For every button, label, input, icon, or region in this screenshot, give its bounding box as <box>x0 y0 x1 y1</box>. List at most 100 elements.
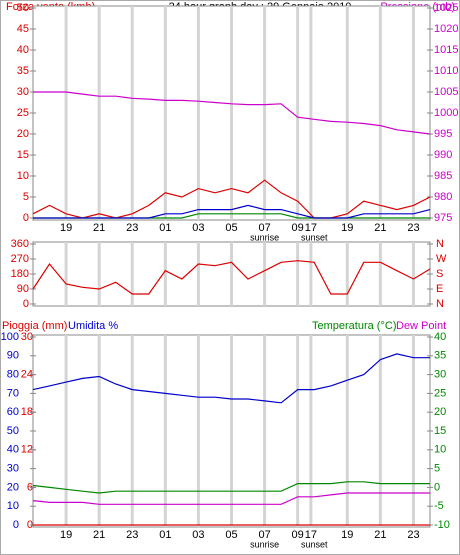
y-tick-label: 25 <box>434 387 446 399</box>
y-tick-label: 0 <box>27 519 33 531</box>
x-tick-label: 21 <box>374 529 386 541</box>
y-tick-label: 12 <box>21 444 33 456</box>
y-tick-label: N <box>436 298 444 310</box>
series-line <box>32 260 431 295</box>
y-tick-label: 20 <box>434 406 446 418</box>
y-tick-label: -5 <box>434 500 444 512</box>
y-tick-label: 10 <box>17 170 29 182</box>
x-tick-label: 01 <box>159 222 171 234</box>
y-tick-label: 24 <box>21 369 33 381</box>
y-tick-label: 1025 <box>434 2 458 14</box>
x-tick-label: 23 <box>407 222 419 234</box>
y-tick-label: 18 <box>21 406 33 418</box>
y-tick-label: 40 <box>17 44 29 56</box>
y-tick-label: 70 <box>7 387 19 399</box>
y-tick-label: 360 <box>11 238 29 250</box>
y-tick-label: 0 <box>434 481 440 493</box>
x-tick-label: 21 <box>93 529 105 541</box>
annotation: sunset <box>301 539 328 549</box>
y-tick-label: 1010 <box>434 65 458 77</box>
y-tick-label: 975 <box>434 212 452 224</box>
y-tick-label: 35 <box>434 350 446 362</box>
humidity-axis-label: Umidita % <box>68 320 118 332</box>
y-tick-label: 1020 <box>434 23 458 35</box>
y-tick-label: 50 <box>7 425 19 437</box>
y-tick-label: 30 <box>434 369 446 381</box>
y-tick-label: 1015 <box>434 44 458 56</box>
y-tick-label: 270 <box>11 253 29 265</box>
y-tick-label: 15 <box>434 425 446 437</box>
series-line <box>32 481 430 494</box>
y-tick-label: 90 <box>7 350 19 362</box>
x-tick-label: 07 <box>258 222 270 234</box>
y-tick-label: -10 <box>434 519 450 531</box>
rain-axis-label: Pioggia (mm) <box>2 320 67 332</box>
y-tick-label: 80 <box>7 369 19 381</box>
temperature-axis-label: Temperatura (°C) <box>312 320 396 332</box>
y-tick-label: E <box>436 283 443 295</box>
y-tick-label: 40 <box>7 444 19 456</box>
y-tick-label: 180 <box>11 268 29 280</box>
x-tick-label: 23 <box>126 222 138 234</box>
series-line <box>32 353 430 404</box>
x-tick-label: 01 <box>159 529 171 541</box>
y-tick-label: 90 <box>17 283 29 295</box>
y-tick-label: W <box>436 253 447 265</box>
x-tick-label: 23 <box>126 529 138 541</box>
y-tick-label: 15 <box>17 149 29 161</box>
x-tick-label: 09 <box>292 222 304 234</box>
series-line <box>33 91 431 135</box>
y-tick-label: N <box>436 238 444 250</box>
annotation: sunrise <box>250 539 279 549</box>
y-tick-label: 30 <box>17 86 29 98</box>
y-tick-label: 30 <box>21 331 33 343</box>
y-tick-label: 50 <box>17 2 29 14</box>
y-tick-label: 980 <box>434 191 452 203</box>
x-tick-label: 19 <box>341 222 353 234</box>
x-tick-label: 19 <box>60 222 72 234</box>
y-tick-label: 45 <box>17 23 29 35</box>
y-tick-label: 5 <box>434 463 440 475</box>
x-tick-label: 03 <box>192 222 204 234</box>
x-tick-label: 03 <box>192 529 204 541</box>
y-tick-label: 995 <box>434 128 452 140</box>
y-tick-label: 30 <box>7 463 19 475</box>
y-tick-label: 25 <box>17 107 29 119</box>
y-tick-label: 60 <box>7 406 19 418</box>
x-tick-label: 21 <box>93 222 105 234</box>
y-tick-label: 5 <box>23 191 29 203</box>
y-tick-label: 100 <box>1 331 19 343</box>
y-tick-label: 20 <box>17 128 29 140</box>
x-tick-label: 17 <box>305 222 317 234</box>
y-tick-label: 985 <box>434 170 452 182</box>
y-tick-label: 0 <box>23 298 29 310</box>
y-tick-label: 10 <box>434 444 446 456</box>
y-tick-label: 10 <box>7 500 19 512</box>
y-tick-label: 40 <box>434 331 446 343</box>
dewpoint-axis-label: Dew Point <box>396 320 446 332</box>
y-tick-label: 0 <box>23 212 29 224</box>
x-tick-label: 09 <box>292 529 304 541</box>
x-tick-label: 05 <box>225 529 237 541</box>
y-tick-label: S <box>436 268 443 280</box>
x-tick-label: 23 <box>407 529 419 541</box>
y-tick-label: 20 <box>7 481 19 493</box>
y-tick-label: 6 <box>27 481 33 493</box>
x-tick-label: 05 <box>225 222 237 234</box>
annotation: sunrise <box>250 232 279 242</box>
x-tick-label: 17 <box>305 529 317 541</box>
y-tick-label: 990 <box>434 149 452 161</box>
annotation: sunset <box>301 232 328 242</box>
x-tick-label: 07 <box>258 529 270 541</box>
y-tick-label: 1005 <box>434 86 458 98</box>
y-tick-label: 1000 <box>434 107 458 119</box>
series-line <box>32 492 430 505</box>
y-tick-label: 35 <box>17 65 29 77</box>
series-line <box>32 179 431 219</box>
x-tick-label: 21 <box>374 222 386 234</box>
x-tick-label: 19 <box>60 529 72 541</box>
series-line <box>33 204 431 219</box>
y-tick-label: 0 <box>13 519 19 531</box>
x-tick-label: 19 <box>341 529 353 541</box>
